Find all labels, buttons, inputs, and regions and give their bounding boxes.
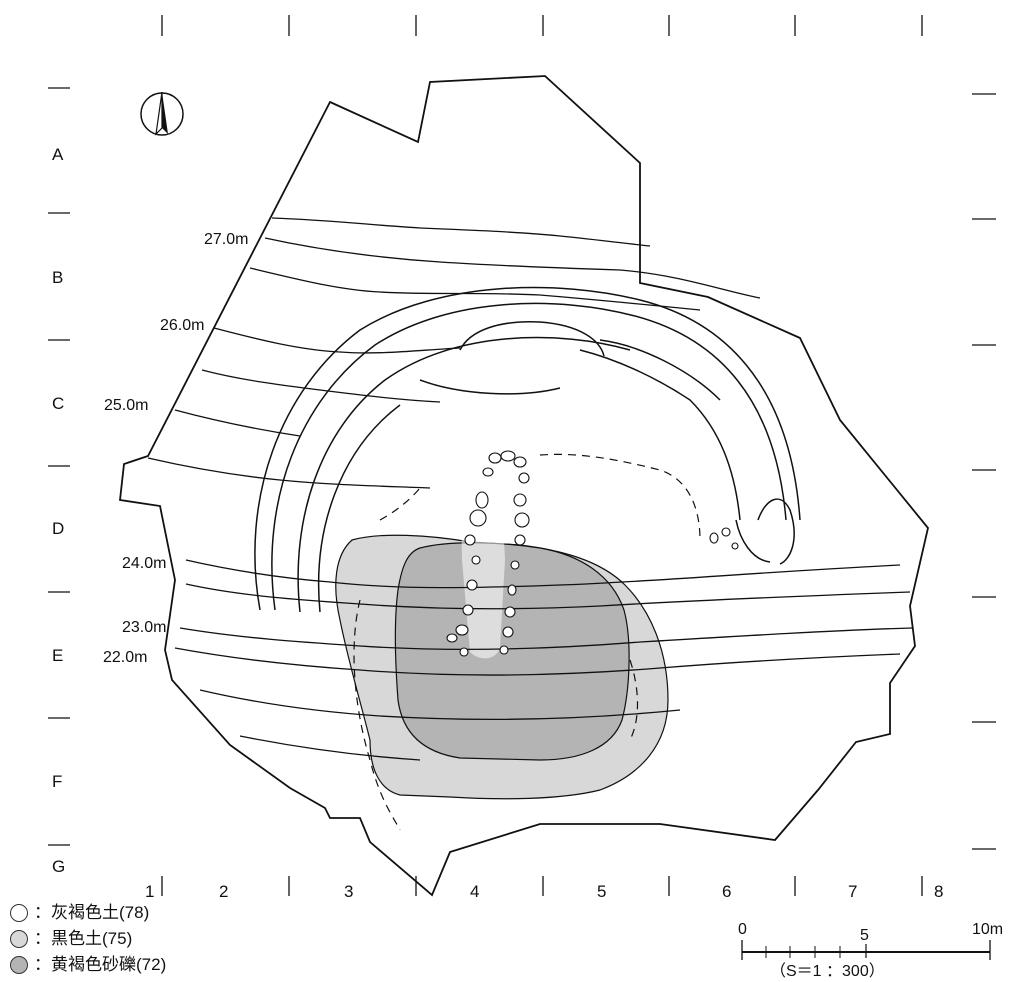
- col-label-5: 5: [597, 882, 606, 901]
- bottom-grid-ticks: [161, 876, 923, 896]
- legend: ：灰褐色土(78) ：黒色土(75) ：黄褐色砂礫(72): [10, 900, 166, 978]
- north-arrow-icon: [140, 91, 184, 136]
- legend-item-grey-brown: ：灰褐色土(78): [10, 900, 166, 926]
- col-label-3: 3: [344, 882, 353, 901]
- left-grid-ticks: [48, 87, 70, 846]
- scale-bar: 0 5 10m （S＝1 ：300）: [738, 921, 1003, 980]
- row-label-d: D: [52, 519, 64, 538]
- legend-item-yellow-gravel: ：黄褐色砂礫(72): [10, 952, 166, 978]
- row-labels: A B C D E F G: [52, 145, 65, 876]
- row-label-g: G: [52, 857, 65, 876]
- site-boundary: [119, 75, 929, 897]
- yellow-gravel-zone: [394, 542, 630, 761]
- col-label-4: 4: [470, 882, 479, 901]
- scale-label-start: 0: [738, 921, 747, 938]
- contour-label-26: 26.0m: [160, 317, 204, 334]
- row-label-c: C: [52, 394, 64, 413]
- dashed-features: [353, 453, 701, 831]
- circle-swatch-icon: [10, 930, 28, 948]
- col-label-6: 6: [722, 882, 731, 901]
- row-label-e: E: [52, 646, 63, 665]
- column-labels: 1 2 3 4 5 6 7 8: [145, 882, 943, 901]
- scale-label-end: 10m: [972, 921, 1003, 938]
- scale-ratio: （S＝1 ：300）: [770, 962, 885, 980]
- row-label-a: A: [52, 145, 64, 164]
- legend-label: ：灰褐色土(78): [34, 903, 150, 922]
- ditch-outlines: [254, 286, 801, 613]
- legend-label: ：黄褐色砂礫(72): [34, 955, 167, 974]
- top-grid-ticks: [161, 15, 923, 36]
- stone-rows: [446, 450, 739, 657]
- contour-label-25: 25.0m: [104, 397, 148, 414]
- col-label-8: 8: [934, 882, 943, 901]
- circle-swatch-icon: [10, 904, 28, 922]
- right-grid-ticks: [972, 93, 996, 850]
- legend-label: ：黒色土(75): [34, 929, 133, 948]
- row-label-b: B: [52, 268, 63, 287]
- contour-label-22: 22.0m: [103, 649, 147, 666]
- col-label-7: 7: [848, 882, 857, 901]
- row-label-f: F: [52, 772, 62, 791]
- contour-label-24: 24.0m: [122, 555, 166, 572]
- circle-swatch-icon: [10, 956, 28, 974]
- contour-labels: 27.0m 26.0m 25.0m 24.0m 23.0m 22.0m: [103, 231, 248, 666]
- scale-label-mid: 5: [860, 927, 869, 944]
- contour-label-27: 27.0m: [204, 231, 248, 248]
- legend-item-black-soil: ：黒色土(75): [10, 926, 166, 952]
- col-label-1: 1: [145, 882, 154, 901]
- contour-label-23: 23.0m: [122, 619, 166, 636]
- col-label-2: 2: [219, 882, 228, 901]
